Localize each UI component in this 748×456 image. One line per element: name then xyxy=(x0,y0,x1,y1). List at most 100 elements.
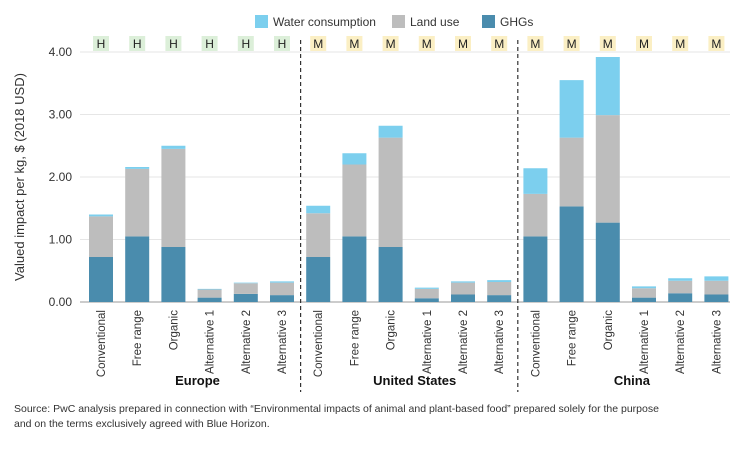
bar-ghgs xyxy=(342,236,367,302)
source-note-line-1: Source: PwC analysis prepared in connect… xyxy=(14,403,659,415)
bar-water-consumption xyxy=(632,286,656,289)
source-note: Source: PwC analysis prepared in connect… xyxy=(14,402,734,432)
rating-letter: H xyxy=(205,37,214,51)
bar-water-consumption xyxy=(559,80,584,138)
rating-letter: M xyxy=(313,37,323,51)
bar-ghgs xyxy=(487,295,512,302)
x-tick-label: Organic xyxy=(386,310,398,351)
group-label: United States xyxy=(373,373,456,388)
bar-land-use xyxy=(414,288,439,299)
rating-badge xyxy=(563,36,580,51)
x-tick-label: Alternative 1 xyxy=(639,310,651,374)
bar-water-consumption xyxy=(270,281,294,283)
bar-water-consumption xyxy=(306,205,331,214)
legend-swatch xyxy=(392,15,405,28)
x-tick-label: Alternative 1 xyxy=(205,310,217,374)
group-label: Europe xyxy=(175,373,220,388)
x-tick-label: Alternative 2 xyxy=(675,310,687,374)
y-tick-label: 3.00 xyxy=(49,108,73,122)
bar-land-use xyxy=(559,137,584,207)
rating-badge xyxy=(491,36,508,51)
rating-letter: M xyxy=(349,37,359,51)
rating-letter: M xyxy=(422,37,432,51)
x-tick-label: Alternative 2 xyxy=(241,310,253,374)
bar-land-use xyxy=(233,283,258,294)
bar-water-consumption xyxy=(342,153,367,165)
bar-land-use xyxy=(704,280,729,295)
bar-water-consumption xyxy=(197,288,222,290)
x-tick-label: Free range xyxy=(349,310,361,366)
rating-letter: H xyxy=(133,37,142,51)
x-tick-label: Conventional xyxy=(96,310,108,377)
rating-badge xyxy=(237,36,254,51)
bar-water-consumption xyxy=(233,282,258,284)
x-tick-label: Organic xyxy=(168,310,180,351)
bar-land-use xyxy=(270,282,294,296)
bar-water-consumption xyxy=(125,167,150,169)
rating-letter: M xyxy=(494,37,504,51)
legend-swatch xyxy=(482,15,495,28)
x-tick-label: Alternative 3 xyxy=(494,310,506,374)
bar-land-use xyxy=(632,288,656,298)
bar-water-consumption xyxy=(487,280,512,282)
bar-ghgs xyxy=(595,222,620,302)
x-tick-label: Free range xyxy=(567,310,579,366)
rating-letter: M xyxy=(675,37,685,51)
x-tick-label: Conventional xyxy=(530,310,542,377)
bar-land-use xyxy=(306,213,331,257)
x-tick-label: Alternative 3 xyxy=(277,310,289,374)
rating-letter: M xyxy=(458,37,468,51)
bar-ghgs xyxy=(89,257,113,302)
source-note-line-2: and on the terms exclusively agreed with… xyxy=(14,418,270,430)
y-tick-label: 1.00 xyxy=(49,233,73,247)
legend-label: Land use xyxy=(410,15,460,29)
bar-ghgs xyxy=(559,206,584,302)
bar-land-use xyxy=(89,216,113,257)
bar-ghgs xyxy=(451,294,475,302)
bar-ghgs xyxy=(270,295,294,302)
rating-badge xyxy=(527,36,544,51)
rating-badge xyxy=(274,36,290,51)
bar-land-use xyxy=(668,280,693,294)
bar-water-consumption xyxy=(595,57,620,116)
bar-ghgs xyxy=(125,236,150,302)
y-tick-label: 2.00 xyxy=(49,170,73,184)
rating-letter: M xyxy=(530,37,540,51)
bar-land-use xyxy=(125,168,150,237)
rating-letter: M xyxy=(603,37,613,51)
bar-land-use xyxy=(487,282,512,296)
bar-land-use xyxy=(523,193,548,237)
y-tick-label: 0.00 xyxy=(49,295,73,309)
x-tick-label: Alternative 2 xyxy=(458,310,470,374)
bar-water-consumption xyxy=(378,125,403,138)
rating-badge xyxy=(382,36,399,51)
bar-ghgs xyxy=(161,247,186,302)
bar-water-consumption xyxy=(89,214,113,217)
group-label: China xyxy=(614,373,651,388)
rating-badge xyxy=(455,36,471,51)
rating-badge xyxy=(346,36,363,51)
rating-badge xyxy=(165,36,182,51)
rating-letter: M xyxy=(639,37,649,51)
y-axis-label: Valued impact per kg, $ (2018 USD) xyxy=(12,73,27,281)
bar-land-use xyxy=(161,148,186,247)
rating-letter: H xyxy=(97,37,106,51)
bar-water-consumption xyxy=(414,287,439,289)
bar-water-consumption xyxy=(704,276,729,281)
y-tick-label: 4.00 xyxy=(49,45,73,59)
rating-letter: H xyxy=(241,37,250,51)
bar-ghgs xyxy=(233,293,258,302)
x-tick-label: Free range xyxy=(132,310,144,366)
bar-water-consumption xyxy=(451,281,475,283)
stacked-bar-chart: 0.00 1.00 2.00 3.00 4.00 Valued impact per kg… xyxy=(12,15,730,392)
bar-water-consumption xyxy=(523,168,548,194)
bar-water-consumption xyxy=(161,145,186,149)
bar-ghgs xyxy=(378,247,403,302)
rating-badge xyxy=(93,36,109,51)
rating-letter: M xyxy=(386,37,396,51)
x-tick-label: Conventional xyxy=(313,310,325,377)
x-tick-label: Alternative 1 xyxy=(422,310,434,374)
bar-water-consumption xyxy=(668,278,693,281)
rating-badge xyxy=(708,36,725,51)
x-tick-label: Alternative 3 xyxy=(711,310,723,374)
